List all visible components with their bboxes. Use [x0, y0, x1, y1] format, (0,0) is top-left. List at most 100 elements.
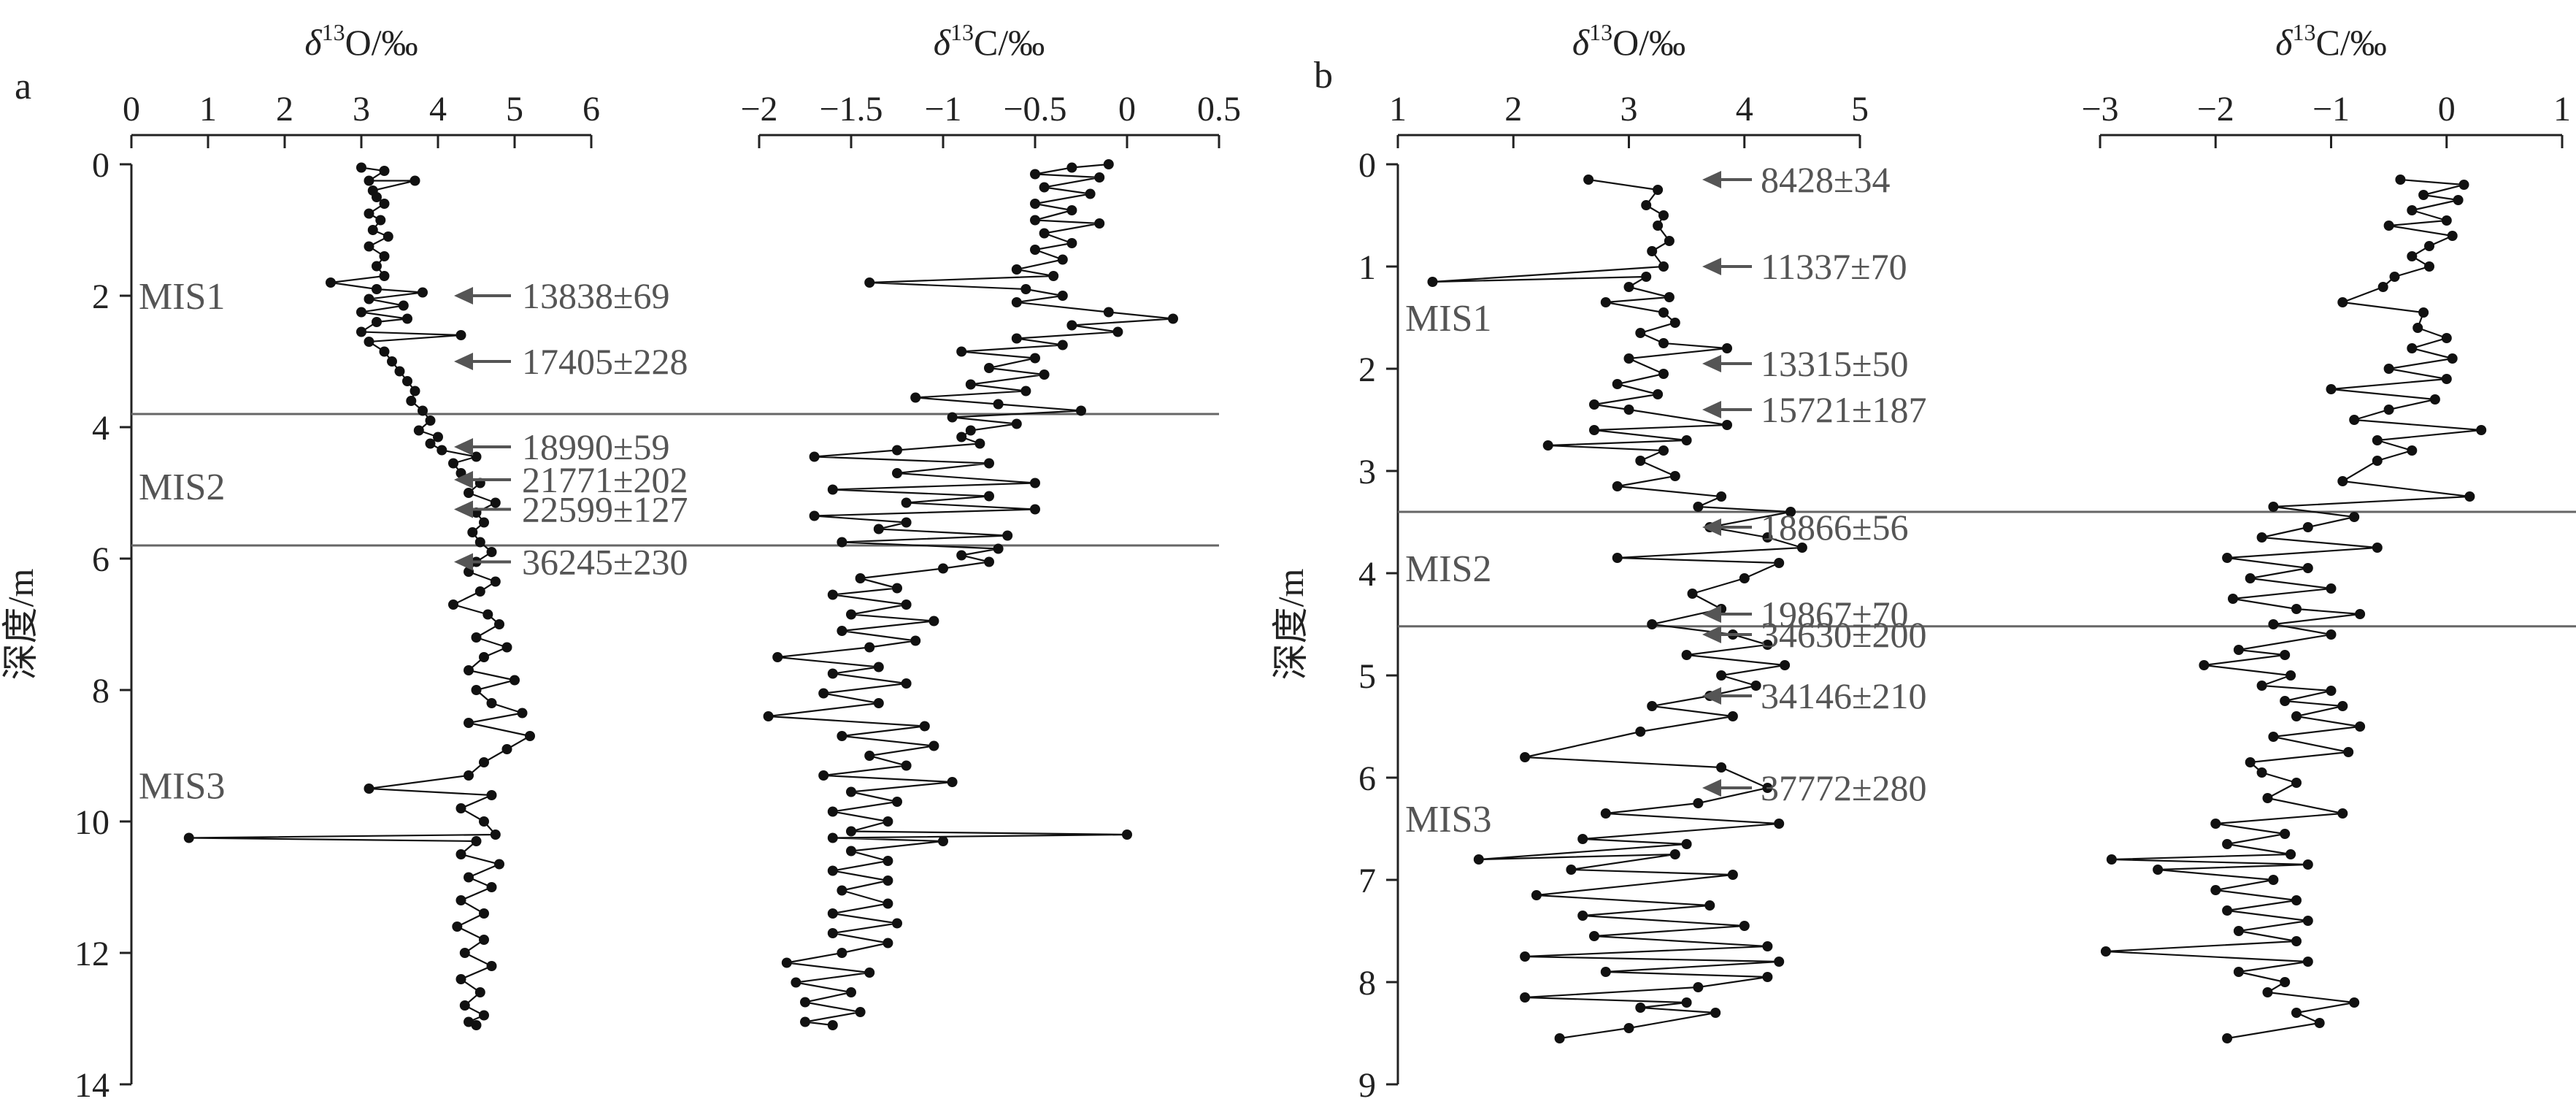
data-point	[1030, 199, 1040, 209]
data-point	[947, 777, 958, 787]
date-annotation: 18990±59	[454, 426, 669, 467]
date-annotation: 11337±70	[1702, 246, 1907, 287]
data-point	[1750, 681, 1761, 691]
data-point	[1681, 997, 1692, 1008]
data-point	[467, 527, 478, 537]
data-point	[1739, 573, 1750, 583]
x-tick-label: 0.5	[1197, 90, 1241, 129]
data-point	[1427, 277, 1438, 287]
y-axis-title: 深度/m	[0, 569, 41, 681]
data-point	[1716, 670, 1727, 681]
data-point	[2302, 957, 2313, 967]
data-point	[883, 938, 893, 949]
y-tick-label: 0	[92, 146, 109, 185]
data-point	[827, 865, 838, 876]
data-point	[1716, 762, 1727, 773]
date-label: 22599±127	[522, 489, 688, 530]
date-annotation: 34146±210	[1702, 675, 1926, 716]
data-point	[1600, 808, 1611, 819]
data-point	[846, 987, 856, 997]
data-point	[375, 215, 386, 226]
data-point	[1612, 481, 1623, 491]
y-tick-label: 10	[74, 803, 109, 842]
data-point	[1623, 1023, 1634, 1033]
x-tick-label: 2	[1504, 90, 1522, 129]
data-point	[993, 399, 1004, 410]
data-point	[379, 199, 390, 209]
data-point	[490, 576, 501, 587]
data-point	[883, 875, 893, 886]
data-point	[1057, 340, 1068, 350]
data-point	[2453, 195, 2464, 205]
stage-label: MIS2	[139, 467, 225, 508]
data-point	[2262, 987, 2273, 997]
data-point	[827, 589, 838, 600]
data-point	[2343, 747, 2354, 757]
y-tick-label: 8	[1358, 964, 1376, 1003]
data-point	[1076, 405, 1086, 416]
arrow-head-icon	[1702, 171, 1721, 188]
date-label: 36245±230	[522, 542, 688, 583]
data-point	[1589, 399, 1599, 410]
data-point	[418, 287, 428, 298]
x-tick-label: 6	[583, 90, 600, 129]
arrow-head-icon	[1702, 687, 1721, 705]
data-point	[402, 313, 412, 324]
data-point	[479, 816, 489, 827]
data-point	[1780, 660, 1791, 670]
series-line	[768, 163, 1174, 1027]
data-point	[2268, 875, 2279, 885]
data-point	[1687, 589, 1698, 599]
data-point	[2222, 553, 2233, 563]
data-point	[2291, 895, 2302, 905]
data-point	[956, 550, 967, 561]
date-label: 34630±200	[1761, 614, 1926, 655]
date-annotation: 13838±69	[454, 275, 669, 316]
data-point	[2337, 808, 2348, 819]
y-tick-label: 5	[1358, 657, 1376, 696]
data-point	[965, 425, 976, 436]
data-point	[418, 405, 428, 416]
data-point	[1583, 175, 1594, 185]
data-point	[1774, 558, 1785, 568]
series-oxygen: 1 2 3 4 5 δ13O/‰	[1389, 19, 1869, 1043]
data-point	[1168, 313, 1178, 324]
data-point	[372, 192, 382, 202]
data-point	[1623, 282, 1634, 292]
data-point	[1066, 205, 1077, 215]
data-point	[1693, 982, 1704, 992]
data-point	[2256, 532, 2267, 543]
data-point	[837, 948, 847, 958]
data-point	[2291, 1008, 2302, 1018]
data-point	[448, 458, 458, 469]
data-point	[763, 711, 774, 721]
data-point	[464, 665, 474, 675]
stage-label: MIS1	[1405, 298, 1491, 340]
data-point	[382, 231, 393, 242]
data-point	[479, 908, 489, 919]
data-point	[413, 425, 424, 436]
data-point	[379, 166, 390, 176]
data-point	[494, 619, 504, 629]
data-point	[379, 251, 390, 261]
x-tick-label: −1	[2312, 90, 2350, 129]
data-point	[1039, 228, 1050, 239]
data-point	[1693, 798, 1704, 808]
data-point	[2407, 445, 2418, 456]
data-point	[2424, 261, 2434, 272]
data-point	[1531, 890, 1542, 900]
y-tick-label: 0	[1358, 146, 1376, 185]
data-point	[827, 908, 838, 919]
data-point	[800, 997, 810, 1008]
data-point	[1647, 701, 1658, 711]
x-tick-label: 4	[429, 90, 447, 129]
data-point	[1520, 951, 1531, 962]
data-point	[2395, 175, 2406, 185]
data-point	[864, 277, 875, 288]
date-label: 37772±280	[1761, 767, 1926, 808]
data-point	[2349, 997, 2360, 1008]
data-point	[2355, 609, 2366, 619]
data-point	[479, 1010, 489, 1021]
data-point	[406, 396, 417, 406]
data-point	[864, 642, 875, 653]
